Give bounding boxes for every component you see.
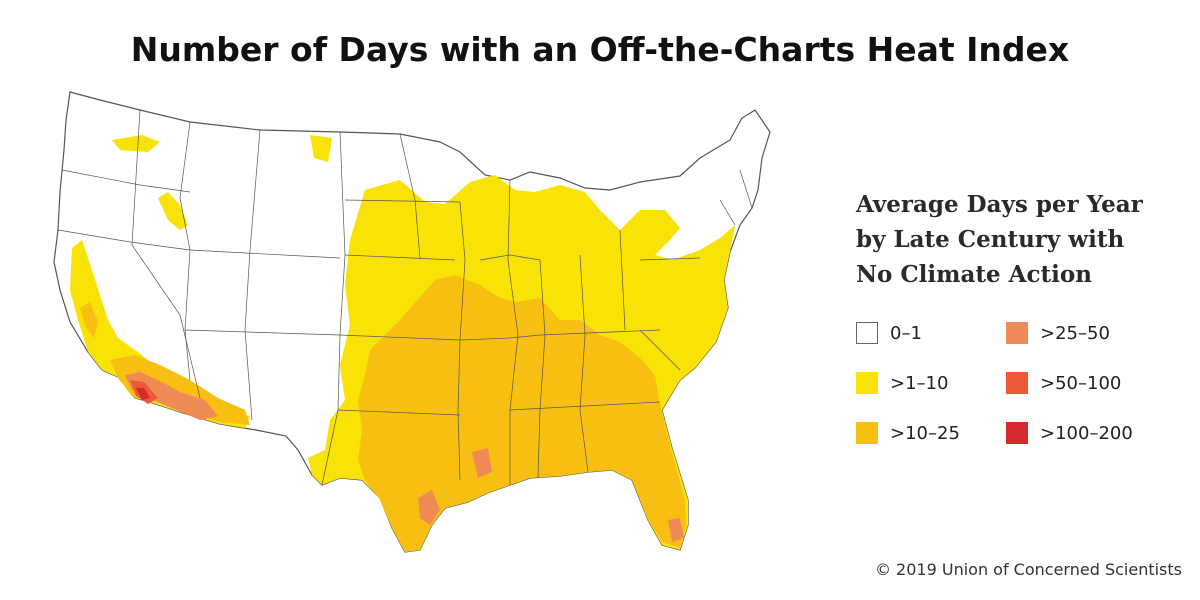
us-map-svg [53, 91, 771, 553]
zone-25-50-arizona [125, 372, 218, 420]
us-heat-index-map [40, 80, 840, 570]
zone-10-25-central-valley [80, 302, 98, 338]
zone-25-50-louisiana [472, 448, 492, 478]
zone-10-25-south [358, 275, 686, 552]
state-boundaries [57, 109, 753, 486]
zone-10-25-arizona [110, 355, 250, 425]
legend-label: >100–200 [1040, 422, 1133, 444]
copyright-credit: © 2019 Union of Concerned Scientists [874, 560, 1182, 579]
legend-title-line: No Climate Action [856, 261, 1092, 288]
legend-swatch [1006, 322, 1028, 344]
legend-swatch [856, 422, 878, 444]
legend-title: Average Days per Year by Late Century wi… [856, 187, 1186, 292]
legend-label: >50–100 [1040, 372, 1122, 394]
legend-label: >1–10 [890, 372, 949, 394]
zone-25-50-florida [668, 518, 684, 542]
legend-label: >10–25 [890, 422, 960, 444]
zone-25-50-texas [418, 490, 440, 525]
legend-swatch [856, 322, 878, 344]
legend-item-10-25: >10–25 [856, 422, 960, 444]
legend-title-line: Average Days per Year [856, 191, 1143, 218]
legend-item-0-1: 0–1 [856, 322, 922, 344]
legend-item-25-50: >25–50 [1006, 322, 1110, 344]
legend-swatch [856, 372, 878, 394]
zone-100-200-desert [136, 388, 150, 400]
legend-swatch [1006, 422, 1028, 444]
map-title: Number of Days with an Off-the-Charts He… [130, 30, 1070, 69]
legend-title-line: by Late Century with [856, 226, 1125, 253]
zone-1-10-washington [112, 135, 160, 152]
legend-item-50-100: >50–100 [1006, 372, 1121, 394]
zone-1-10-montana [310, 135, 332, 162]
legend-item-100-200: >100–200 [1006, 422, 1133, 444]
legend-label: >25–50 [1040, 322, 1110, 344]
legend-item-1-10: >1–10 [856, 372, 948, 394]
legend-label: 0–1 [890, 322, 922, 344]
legend-swatch [1006, 372, 1028, 394]
zone-1-10-idaho [158, 192, 188, 230]
